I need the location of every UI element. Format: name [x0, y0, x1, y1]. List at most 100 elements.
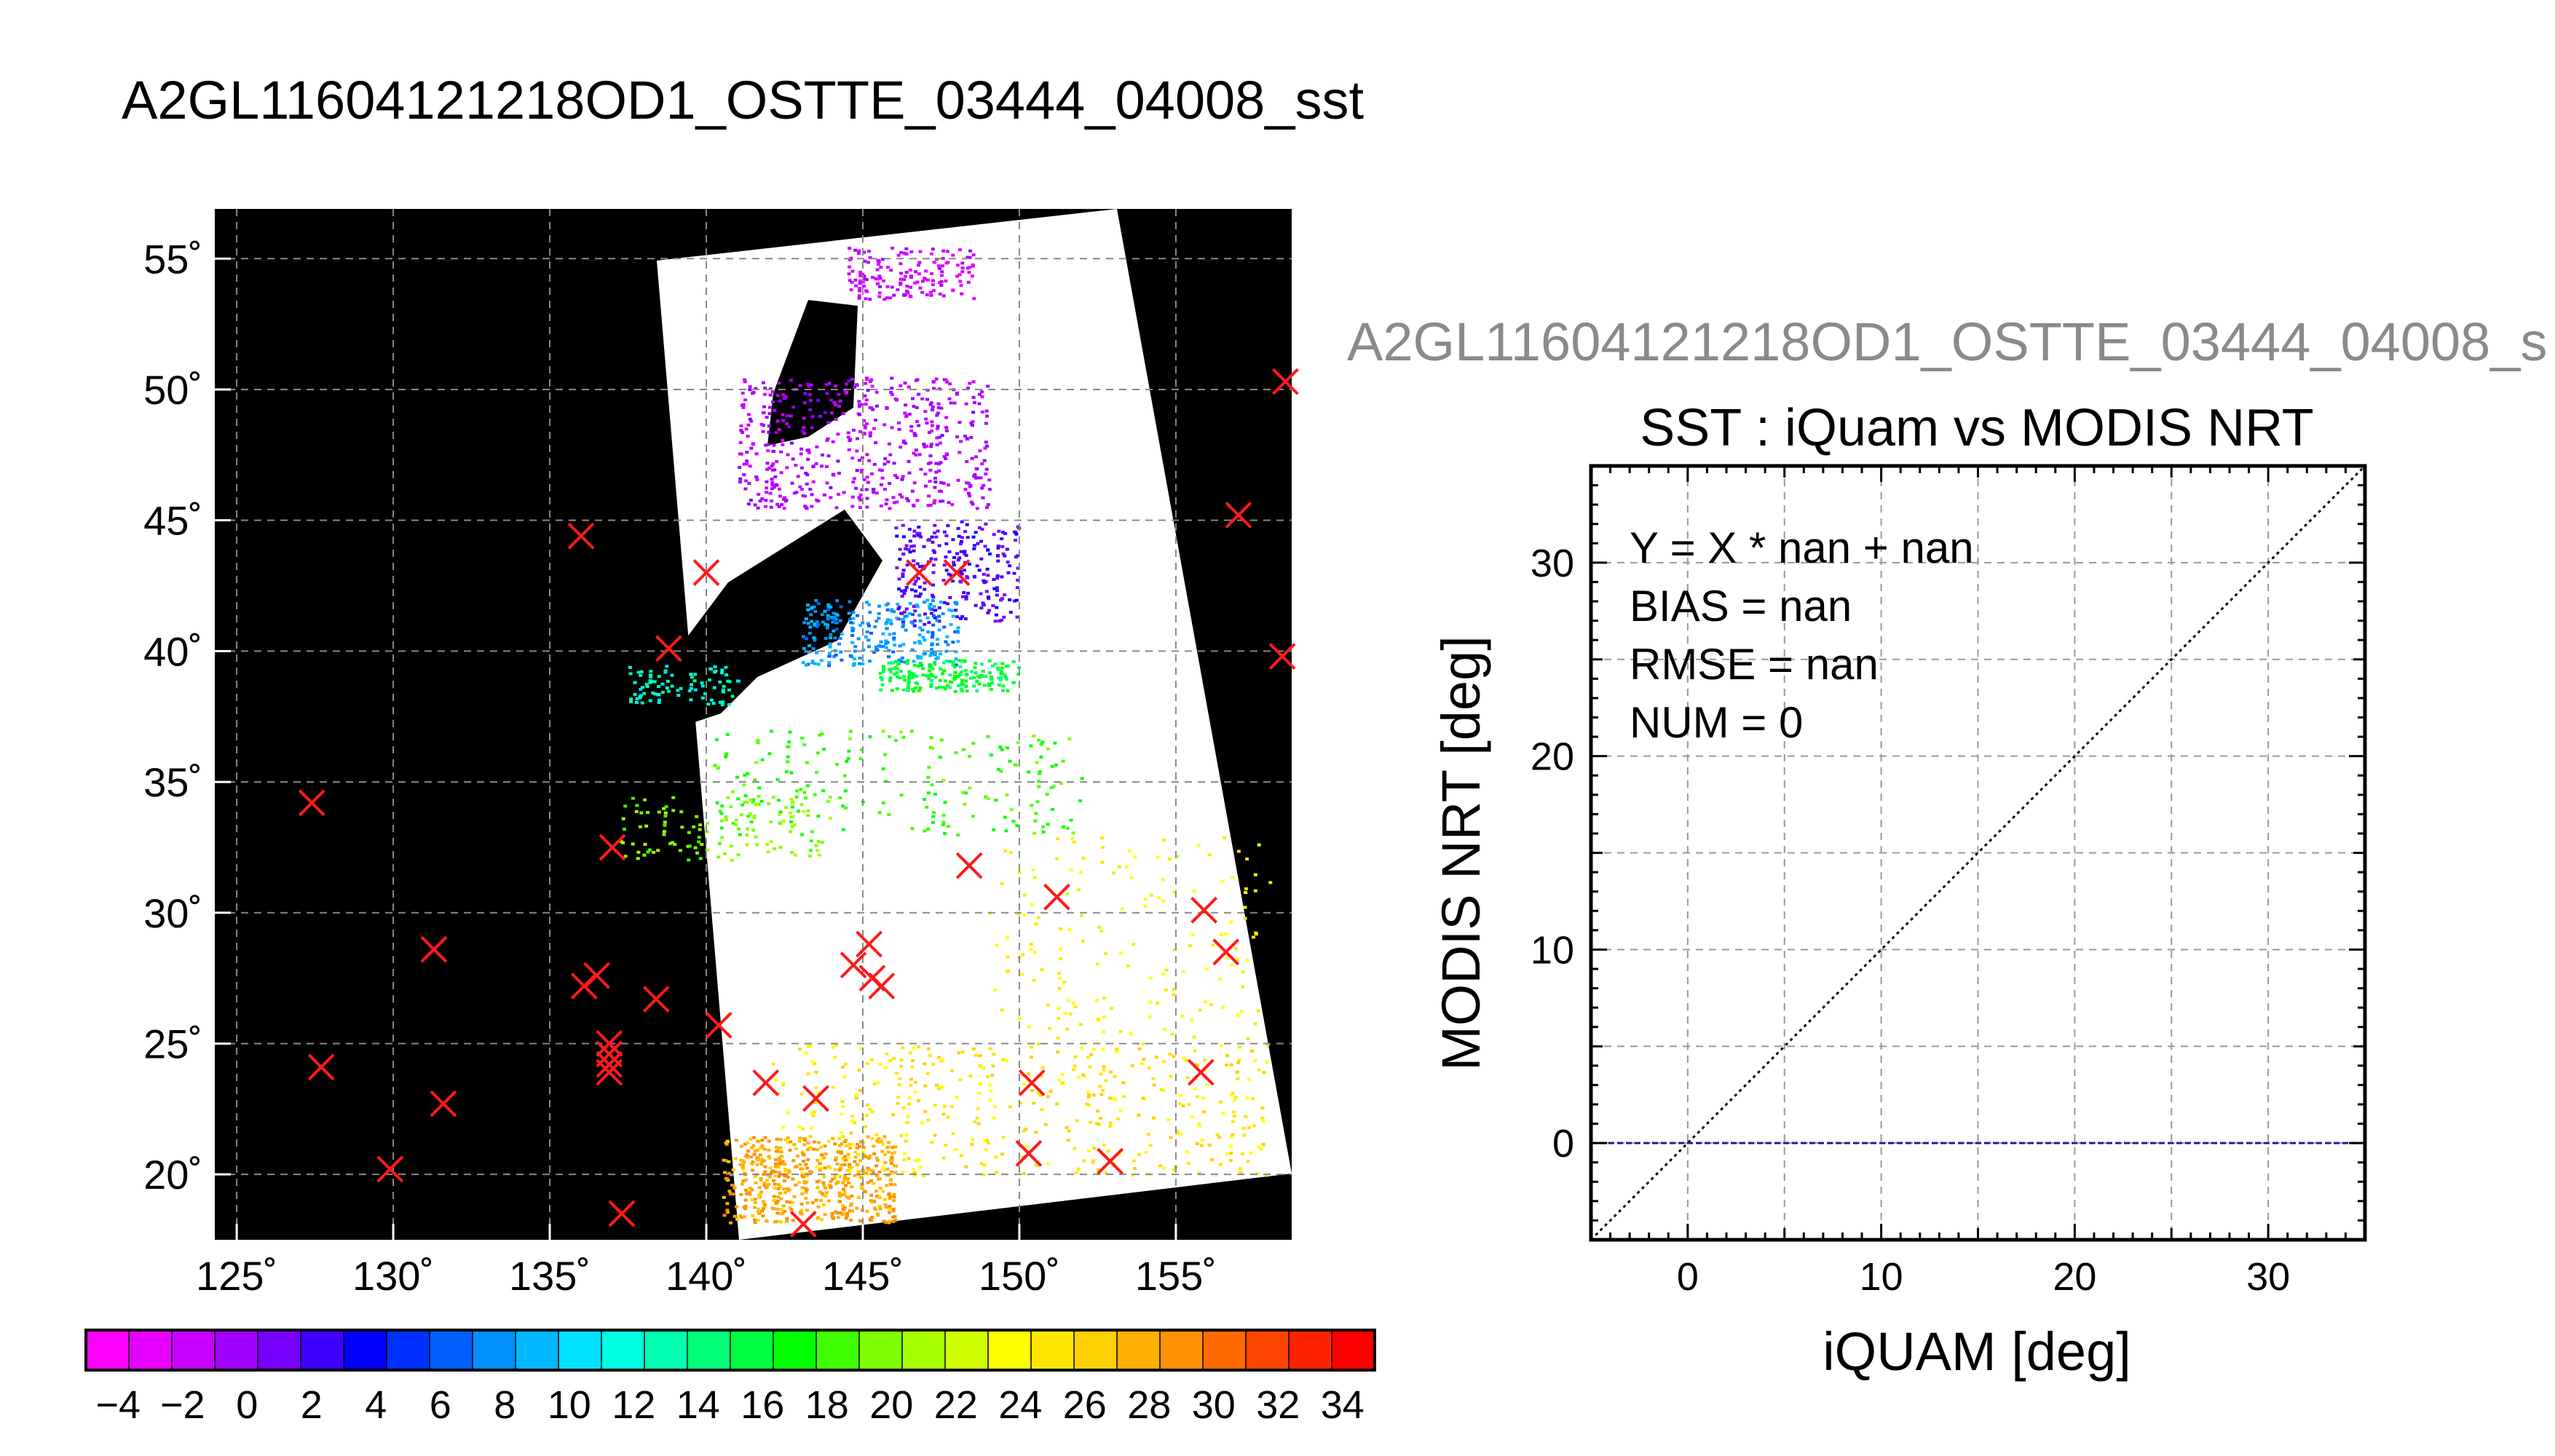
- sst-speckle: [980, 486, 984, 490]
- sst-speckle: [687, 858, 691, 862]
- sst-speckle: [643, 798, 647, 802]
- sst-speckle: [853, 385, 857, 389]
- sst-speckle: [754, 387, 758, 390]
- sst-speckle: [772, 1195, 776, 1198]
- colorbar-label: 16: [741, 1383, 784, 1427]
- sst-speckle: [1006, 955, 1010, 959]
- sst-speckle: [925, 616, 930, 620]
- sst-speckle: [926, 1047, 931, 1051]
- sst-speckle: [1033, 819, 1038, 823]
- scatter-y-tick-label: 30: [1531, 542, 1574, 585]
- sst-speckle: [1014, 539, 1018, 542]
- sst-speckle: [815, 1180, 819, 1184]
- sst-speckle: [663, 820, 667, 824]
- sst-speckle: [861, 280, 865, 284]
- sst-speckle: [1046, 1162, 1050, 1166]
- sst-speckle: [1225, 1152, 1229, 1156]
- sst-speckle: [857, 249, 861, 253]
- sst-speckle: [816, 398, 821, 402]
- sst-speckle: [858, 662, 861, 665]
- sst-speckle: [944, 640, 948, 644]
- sst-speckle: [837, 1137, 841, 1141]
- sst-speckle: [957, 556, 962, 560]
- sst-speckle: [937, 1056, 941, 1059]
- sst-speckle: [780, 503, 784, 507]
- sst-speckle: [1072, 840, 1076, 844]
- sst-speckle: [738, 477, 743, 480]
- sst-speckle: [770, 478, 774, 481]
- sst-speckle: [720, 804, 724, 808]
- sst-speckle: [816, 1091, 821, 1095]
- sst-speckle: [1253, 873, 1257, 877]
- sst-speckle: [848, 258, 852, 261]
- sst-speckle: [897, 427, 901, 431]
- sst-speckle: [904, 271, 909, 274]
- sst-speckle: [778, 845, 783, 849]
- sst-speckle: [984, 522, 988, 526]
- sst-speckle: [896, 675, 900, 678]
- sst-speckle: [741, 1166, 745, 1169]
- sst-speckle: [1202, 1110, 1206, 1114]
- sst-speckle: [974, 467, 979, 470]
- sst-speckle: [764, 499, 768, 502]
- sst-speckle: [929, 685, 933, 688]
- map-marker-stroke: [596, 1059, 623, 1086]
- sst-speckle: [826, 617, 830, 620]
- sst-speckle: [850, 1209, 855, 1213]
- sst-speckle: [646, 850, 650, 854]
- sst-speckle: [1236, 1077, 1240, 1080]
- sst-speckle: [1004, 1059, 1008, 1062]
- sst-speckle: [963, 550, 967, 553]
- sst-speckle: [943, 801, 947, 804]
- sst-speckle: [725, 1177, 729, 1181]
- sst-speckle: [881, 665, 885, 668]
- sst-speckle: [800, 1150, 805, 1154]
- sst-speckle: [824, 622, 827, 626]
- sst-speckle: [1029, 943, 1033, 946]
- sst-speckle: [1148, 1067, 1151, 1070]
- sst-speckle: [882, 423, 887, 427]
- sst-speckle: [890, 387, 894, 390]
- sst-speckle: [1223, 836, 1227, 839]
- sst-speckle: [692, 825, 696, 828]
- sst-speckle: [948, 673, 952, 677]
- sst-speckle: [951, 663, 955, 667]
- sst-speckle: [752, 816, 757, 820]
- sst-speckle: [752, 815, 757, 818]
- sst-speckle: [910, 676, 915, 680]
- sst-speckle: [1069, 818, 1073, 822]
- sst-speckle: [903, 678, 907, 682]
- sst-speckle: [984, 675, 987, 678]
- sst-speckle: [781, 413, 785, 416]
- sst-speckle: [648, 848, 652, 852]
- sst-speckle: [971, 502, 975, 506]
- colorbar-cell: [1288, 1329, 1333, 1371]
- sst-speckle: [814, 599, 818, 602]
- sst-speckle: [893, 1151, 897, 1155]
- map-marker-stroke: [905, 559, 933, 586]
- sst-speckle: [933, 609, 938, 612]
- sst-speckle: [837, 1144, 842, 1147]
- sst-speckle: [1144, 1150, 1148, 1154]
- sst-speckle: [1236, 850, 1241, 853]
- sst-speckle: [929, 736, 933, 740]
- sst-speckle: [877, 1170, 882, 1174]
- sst-speckle: [1058, 957, 1062, 961]
- sst-speckle: [1094, 1122, 1099, 1125]
- sst-speckle: [1016, 741, 1020, 745]
- sst-speckle: [835, 762, 840, 766]
- sst-speckle: [822, 493, 826, 496]
- sst-speckle: [987, 684, 992, 687]
- sst-speckle: [1015, 586, 1019, 590]
- sst-speckle: [751, 1160, 755, 1164]
- sst-speckle: [850, 456, 855, 460]
- sst-speckle: [888, 1211, 891, 1214]
- sst-speckle: [944, 534, 949, 537]
- sst-speckle: [772, 486, 776, 489]
- sst-speckle: [917, 689, 921, 692]
- sst-speckle: [914, 1080, 917, 1084]
- sst-speckle: [810, 660, 815, 663]
- sst-speckle: [1059, 927, 1062, 930]
- sst-speckle: [969, 676, 974, 680]
- sst-speckle: [760, 1160, 764, 1163]
